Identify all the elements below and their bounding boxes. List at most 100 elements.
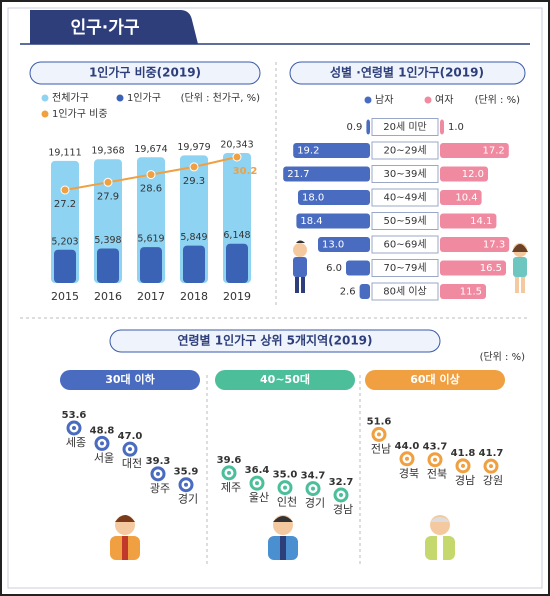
x-tick-label: 2016 <box>94 290 122 303</box>
category-label: 세종 <box>66 436 86 449</box>
data-label: 18.4 <box>300 216 322 227</box>
line-point <box>60 185 70 195</box>
data-label: 20,343 <box>220 140 253 151</box>
category-label: 서울 <box>94 451 114 464</box>
bar <box>440 166 488 182</box>
data-label: 41.8 <box>451 448 476 459</box>
chart-title: 성별 ·연령별 1인가구(2019) <box>330 65 484 80</box>
data-label: 41.7 <box>479 448 504 459</box>
data-label: 13.0 <box>322 240 344 251</box>
inner-frame <box>7 7 543 589</box>
y-tick-label: 50~59세 <box>383 215 426 227</box>
dot-center <box>156 471 160 476</box>
person-icon <box>268 515 298 560</box>
group-pill <box>365 370 505 390</box>
category-box <box>371 141 439 160</box>
data-label: 43.7 <box>423 442 448 453</box>
line-point <box>189 162 199 172</box>
title-pill <box>289 61 526 85</box>
title-pill <box>29 61 261 85</box>
bar <box>283 166 370 182</box>
data-label: 14.1 <box>470 216 492 227</box>
group-label: 60대 이상 <box>410 372 460 386</box>
bar <box>346 260 370 276</box>
x-tick-label: 2018 <box>180 290 208 303</box>
data-label: 30.2 <box>233 166 258 177</box>
title-pill <box>109 329 441 353</box>
bar <box>296 213 370 229</box>
category-label: 인천 <box>277 495 297 509</box>
category-box <box>371 235 439 254</box>
data-label: 1.0 <box>448 122 464 133</box>
legend-marker <box>41 94 49 102</box>
bar <box>440 284 486 299</box>
dot-center <box>128 447 132 452</box>
category-label: 경북 <box>399 467 419 480</box>
data-label: 12.0 <box>462 169 484 180</box>
legend-label: 여자 <box>435 94 453 106</box>
group-pill <box>60 370 200 390</box>
category-box <box>371 259 439 277</box>
y-tick-label: 60~69세 <box>383 239 426 251</box>
data-label: 0.9 <box>346 122 362 133</box>
category-box <box>371 188 439 207</box>
legend-marker <box>41 110 49 118</box>
data-label: 11.5 <box>460 287 482 298</box>
data-label: 19,111 <box>48 147 81 158</box>
dot-center <box>311 486 315 491</box>
data-label: 5,619 <box>137 234 164 245</box>
category-label: 제주 <box>221 481 241 494</box>
category-label: 울산 <box>249 491 269 504</box>
person-icon <box>110 515 140 560</box>
data-label: 27.9 <box>97 191 119 202</box>
data-label: 17.2 <box>483 146 505 157</box>
bar <box>440 119 444 135</box>
header-title: 인구·가구 <box>70 18 139 38</box>
data-label: 19,368 <box>91 146 124 157</box>
legend-marker <box>116 94 124 102</box>
dot-center <box>184 482 188 487</box>
dot-center <box>433 457 437 462</box>
data-label: 19,674 <box>134 144 167 155</box>
legend-marker <box>364 96 372 104</box>
data-label: 36.4 <box>245 465 270 476</box>
group-label: 40~50대 <box>260 372 310 386</box>
unit-label: (단위 : 천가구, %) <box>181 91 260 104</box>
category-label: 경남 <box>455 474 475 487</box>
data-label: 21.7 <box>287 169 309 180</box>
line-point <box>103 177 113 187</box>
data-label: 19,979 <box>177 142 210 153</box>
bar <box>226 243 248 283</box>
data-label: 47.0 <box>118 431 143 442</box>
data-label: 35.0 <box>273 470 298 481</box>
person-icon <box>512 243 528 293</box>
dot-center <box>461 463 465 468</box>
bar <box>359 284 370 299</box>
data-label: 51.6 <box>367 416 392 427</box>
y-tick-label: 20~29세 <box>383 145 426 157</box>
category-label: 전남 <box>371 442 391 455</box>
data-label: 48.8 <box>90 425 115 436</box>
bar <box>440 237 510 252</box>
category-box <box>371 165 439 183</box>
bar <box>318 237 370 252</box>
data-label: 17.3 <box>483 240 505 251</box>
data-label: 5,398 <box>94 235 121 246</box>
bar <box>183 245 205 283</box>
group-label: 30대 이하 <box>105 372 155 386</box>
x-tick-label: 2019 <box>223 290 251 303</box>
category-label: 경기 <box>305 497 325 510</box>
bar <box>298 190 370 205</box>
data-label: 5,849 <box>180 232 207 243</box>
person-icon <box>293 240 307 293</box>
category-label: 경남 <box>333 503 353 516</box>
y-tick-label: 40~49세 <box>383 192 426 204</box>
data-label: 29.3 <box>183 176 205 187</box>
y-tick-label: 30~39세 <box>383 168 426 180</box>
group-pill <box>215 370 355 390</box>
bar <box>97 248 119 283</box>
y-tick-label: 70~79세 <box>383 262 426 274</box>
data-label: 19.2 <box>297 146 319 157</box>
dot-center <box>405 456 409 461</box>
